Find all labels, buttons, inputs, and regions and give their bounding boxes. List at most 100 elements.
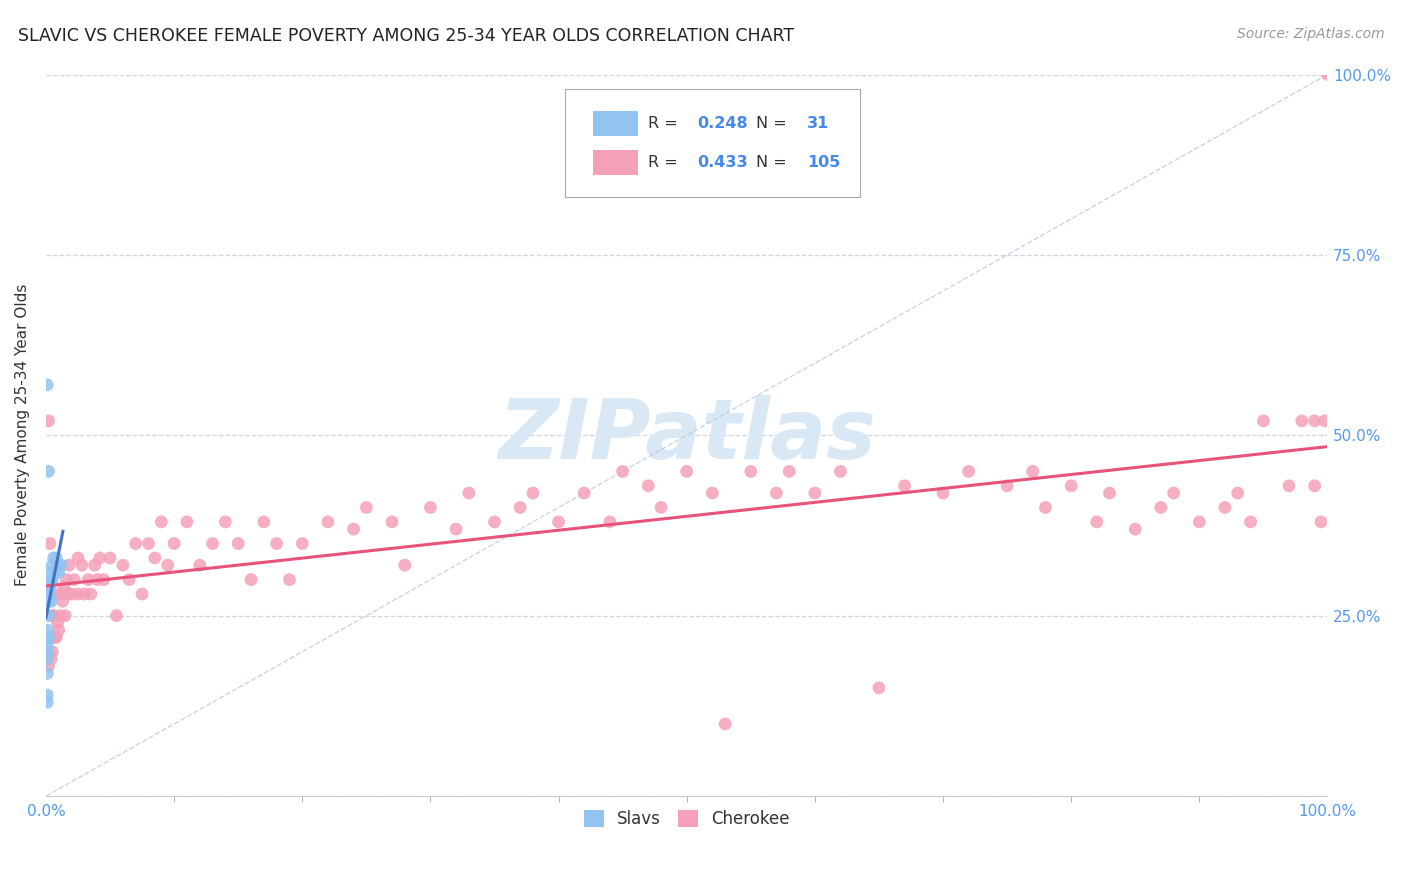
Text: 0.433: 0.433 (697, 155, 748, 170)
Point (1239, 515, 1261, 529)
Point (41, 645, 63, 659)
Point (394, 558, 416, 573)
Point (38, 536, 60, 550)
Point (83, 558, 105, 573)
Text: 31: 31 (807, 116, 830, 131)
Point (995, 479, 1018, 493)
Point (66, 551, 89, 566)
Point (66, 587, 89, 601)
Point (702, 486, 724, 500)
Point (89, 551, 111, 566)
Text: ZIPatlas: ZIPatlas (498, 395, 876, 475)
Point (70, 558, 93, 573)
Text: N =: N = (756, 116, 792, 131)
Point (77, 573, 100, 587)
Point (599, 515, 621, 529)
Point (547, 515, 569, 529)
Point (51, 587, 73, 601)
Text: R =: R = (648, 155, 683, 170)
Point (38, 631, 60, 645)
Point (41, 558, 63, 573)
Point (45, 551, 67, 566)
Point (37, 645, 59, 659)
Point (37, 645, 59, 659)
Point (53, 608, 76, 623)
Text: 105: 105 (807, 155, 841, 170)
Point (60, 587, 83, 601)
Point (93, 573, 115, 587)
Point (457, 486, 479, 500)
Point (932, 486, 955, 500)
Point (45, 631, 67, 645)
Point (37, 377, 59, 392)
Point (44, 566, 66, 580)
Point (1188, 515, 1211, 529)
FancyBboxPatch shape (593, 111, 638, 136)
Point (38, 631, 60, 645)
Text: R =: R = (648, 116, 683, 131)
Point (572, 486, 595, 500)
Point (893, 479, 915, 493)
Point (1021, 464, 1043, 478)
Point (150, 515, 173, 529)
Point (240, 573, 263, 587)
Point (253, 515, 276, 529)
Point (44, 587, 66, 601)
Point (42, 608, 65, 623)
Point (1316, 68, 1339, 82)
Point (38, 659, 60, 673)
Point (201, 536, 224, 550)
Point (1313, 414, 1336, 428)
Point (1291, 414, 1313, 428)
Point (675, 464, 697, 478)
Point (1303, 414, 1326, 428)
Point (1098, 486, 1121, 500)
FancyBboxPatch shape (565, 89, 859, 197)
Text: Source: ZipAtlas.com: Source: ZipAtlas.com (1237, 27, 1385, 41)
Point (52, 580, 75, 594)
Point (804, 486, 827, 500)
Point (37, 695, 59, 709)
Point (44, 631, 66, 645)
Point (41, 608, 63, 623)
Point (105, 608, 128, 623)
Point (509, 500, 531, 515)
Point (214, 515, 236, 529)
Point (1150, 500, 1173, 515)
Point (1163, 486, 1185, 500)
FancyBboxPatch shape (593, 150, 638, 175)
Point (118, 573, 141, 587)
Point (266, 536, 288, 550)
Point (156, 558, 179, 573)
Point (39, 594, 62, 608)
Point (38, 608, 60, 623)
Point (163, 536, 186, 550)
Point (39, 573, 62, 587)
Point (38, 580, 60, 594)
Point (38, 587, 60, 601)
Point (38, 580, 60, 594)
Point (80, 587, 103, 601)
Point (444, 522, 467, 536)
Point (778, 464, 800, 478)
Point (740, 464, 762, 478)
Point (46, 558, 69, 573)
Point (37, 688, 59, 702)
Point (38, 573, 60, 587)
Point (1123, 522, 1146, 536)
Point (868, 681, 890, 695)
Point (46, 615, 69, 630)
Point (1213, 500, 1236, 515)
Point (38, 573, 60, 587)
Text: SLAVIC VS CHEROKEE FEMALE POVERTY AMONG 25-34 YEAR OLDS CORRELATION CHART: SLAVIC VS CHEROKEE FEMALE POVERTY AMONG … (18, 27, 794, 45)
Point (188, 558, 211, 573)
Point (51, 558, 73, 573)
Point (765, 486, 787, 500)
Point (637, 479, 659, 493)
Point (1060, 479, 1083, 493)
Point (830, 464, 852, 478)
Point (55, 573, 77, 587)
Point (143, 551, 166, 566)
Point (42, 551, 65, 566)
Point (1035, 500, 1057, 515)
